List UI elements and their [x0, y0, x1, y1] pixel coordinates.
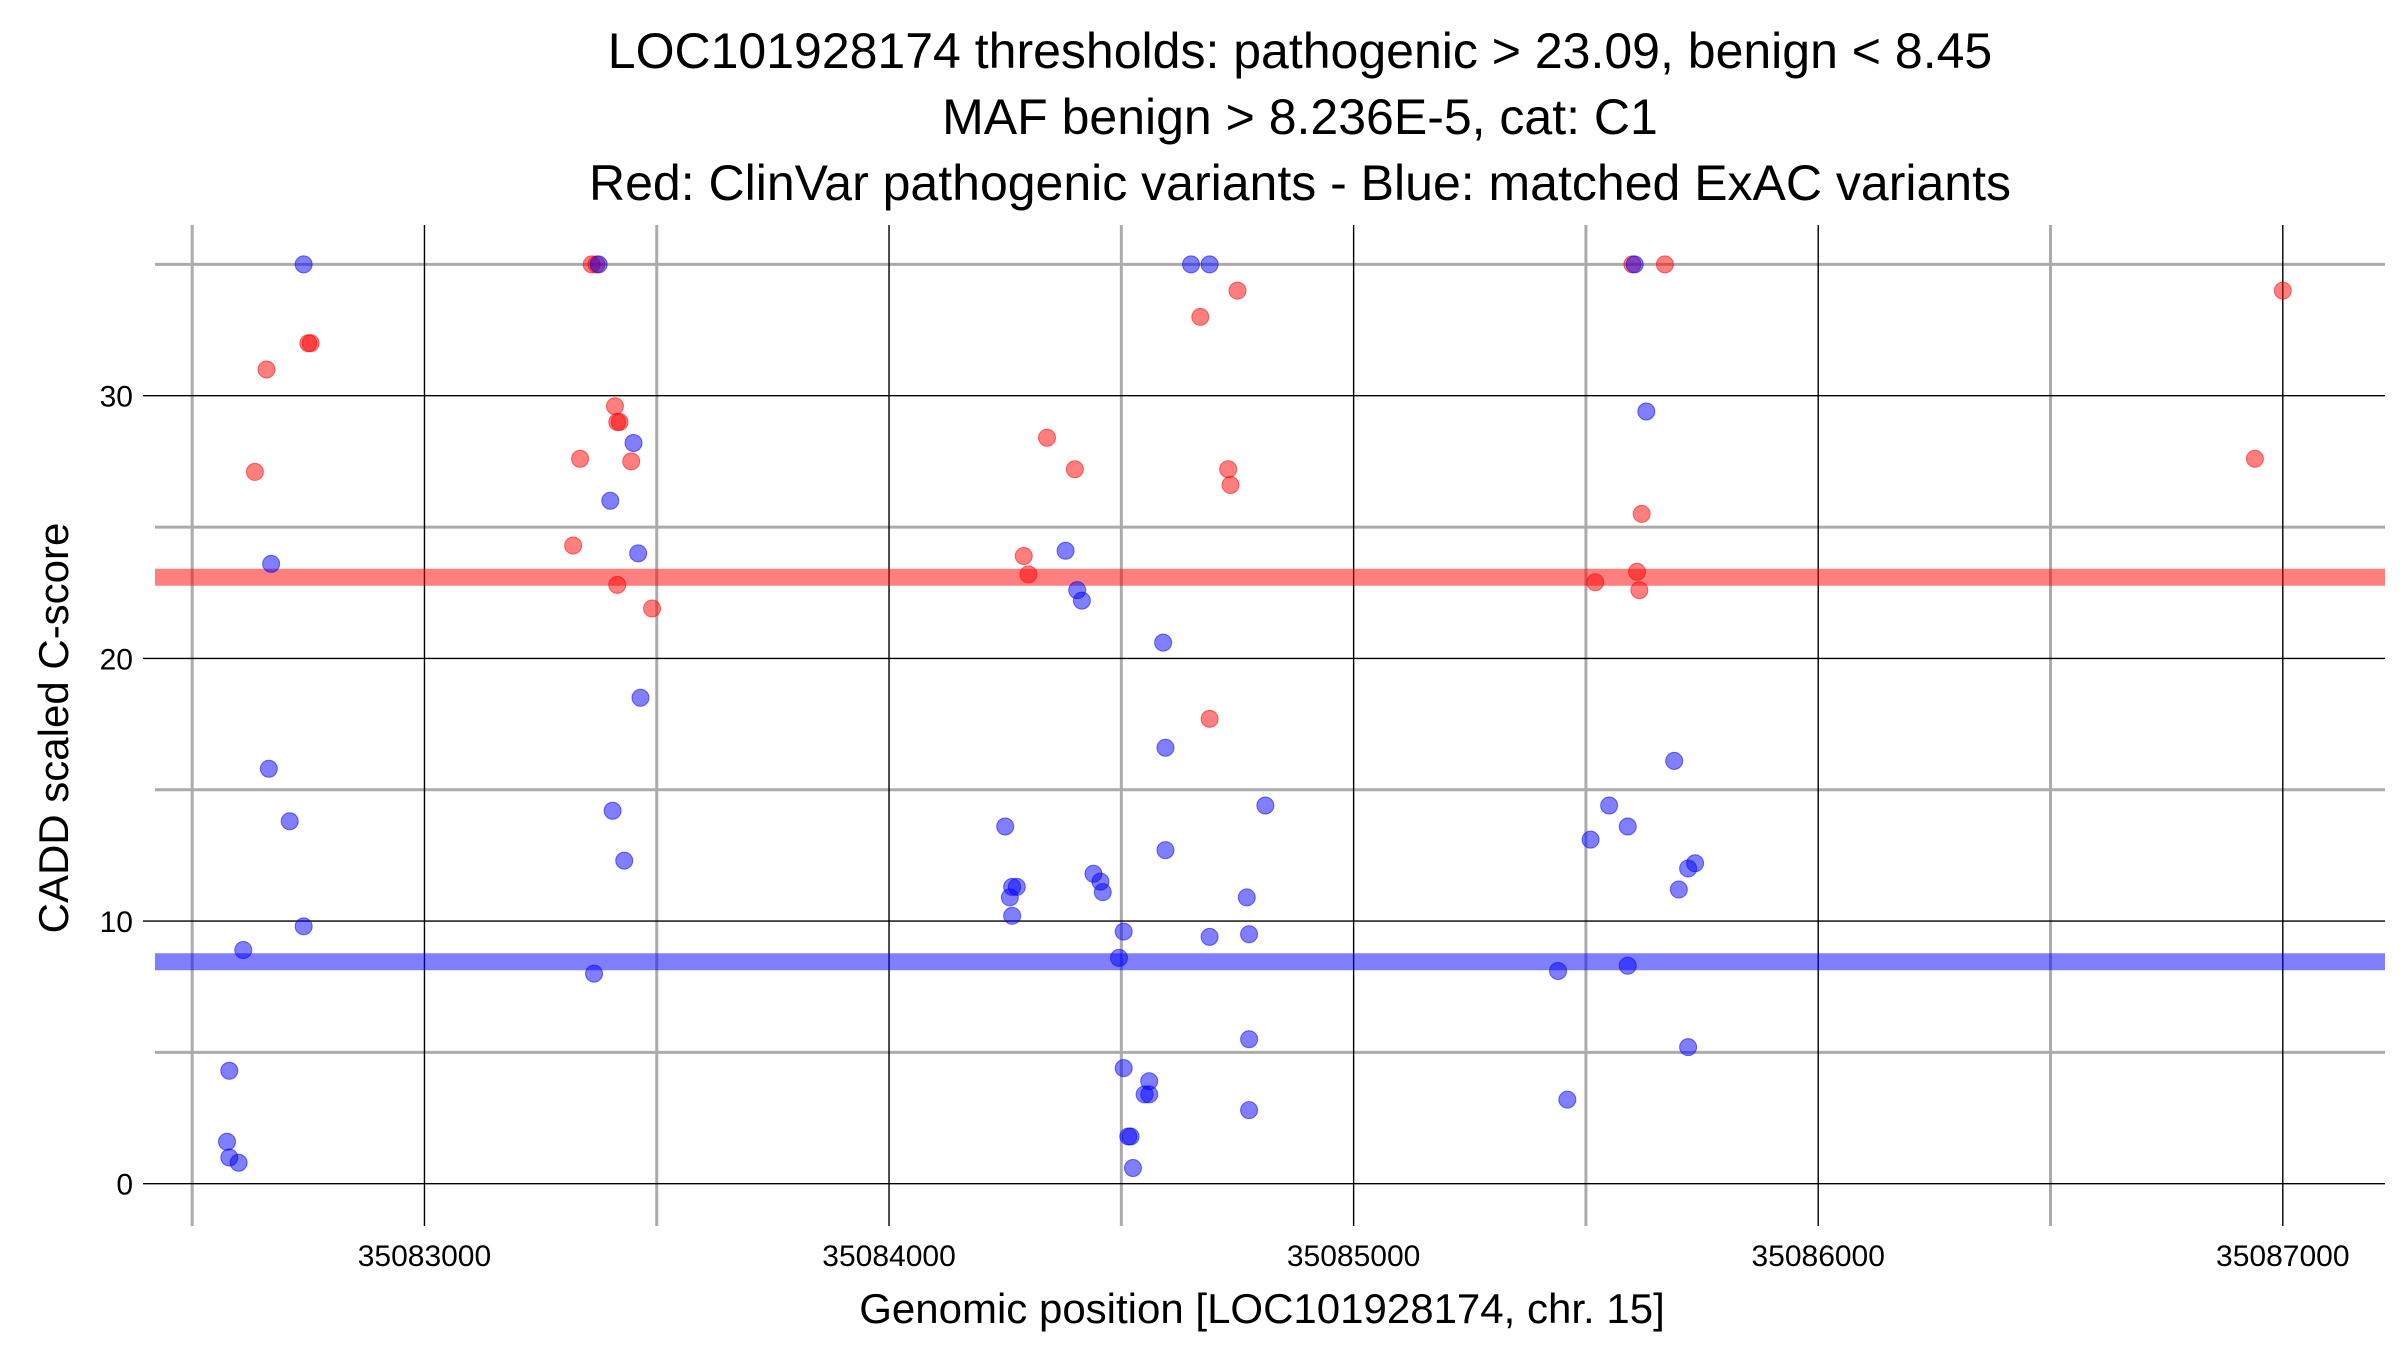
exac-point	[1123, 1158, 1142, 1177]
pathogenic-point	[564, 536, 583, 555]
pathogenic-point	[643, 599, 662, 618]
pathogenic-point	[622, 452, 641, 471]
pathogenic-point	[1038, 428, 1056, 447]
x-tick-label: 35083000	[358, 1240, 491, 1273]
exac-point	[1686, 854, 1705, 873]
exac-point	[218, 1132, 237, 1151]
exac-point	[1558, 1090, 1577, 1109]
pathogenic-point	[1200, 709, 1219, 728]
grid	[143, 225, 2385, 1226]
chart-title: LOC101928174 thresholds: pathogenic > 23…	[250, 18, 2350, 216]
exac-point	[603, 801, 622, 820]
exac-point	[589, 255, 608, 274]
exac-point	[1625, 255, 1644, 274]
pathogenic-point	[610, 413, 629, 431]
exac-point	[601, 491, 620, 510]
x-axis-title: Genomic position [LOC101928174, chr. 15]	[859, 1285, 1665, 1332]
exac-point	[262, 554, 281, 573]
y-tick-label: 30	[100, 381, 133, 414]
x-tick-label: 35084000	[822, 1240, 955, 1273]
pathogenic-point	[608, 575, 627, 594]
exac-point	[1003, 906, 1022, 925]
pathogenic-point	[1630, 581, 1649, 600]
exac-point	[585, 964, 604, 983]
x-tick-label: 35087000	[2216, 1240, 2349, 1273]
exac-point	[1240, 925, 1259, 944]
pathogenic-point	[1586, 573, 1605, 592]
exac-point	[294, 917, 313, 936]
pathogenic-point	[1655, 255, 1674, 274]
exac-point	[1665, 751, 1684, 770]
pathogenic-point	[1014, 546, 1033, 565]
pathogenic-point	[1191, 307, 1210, 326]
threshold-lines	[155, 568, 2385, 971]
exac-point	[1549, 961, 1568, 980]
pathogenic-point	[1632, 504, 1651, 523]
pathogenic-point	[605, 397, 624, 416]
pathogenic-point	[245, 462, 264, 481]
y-tick-label: 0	[116, 1169, 133, 1202]
exac-point	[280, 812, 299, 831]
exac-point	[234, 940, 253, 959]
exac-point	[294, 255, 313, 274]
data-points	[218, 255, 2292, 1177]
exac-point	[1114, 1059, 1133, 1078]
pathogenic-point	[2245, 449, 2264, 468]
exac-point	[1093, 883, 1112, 902]
exac-point	[629, 544, 648, 563]
pathogenic-point	[1065, 460, 1084, 479]
exac-point	[220, 1061, 239, 1080]
exac-point	[1114, 922, 1133, 941]
exac-point	[1182, 255, 1201, 274]
pathogenic-point	[1221, 476, 1240, 495]
exac-point	[1110, 948, 1129, 967]
exac-point	[1669, 880, 1688, 899]
y-axis-title: CADD scaled C-score	[30, 523, 77, 934]
pathogenic-point	[1228, 281, 1247, 300]
exac-point	[624, 434, 643, 453]
pathogenic-point	[257, 360, 276, 379]
pathogenic-point	[571, 449, 590, 468]
title-line-3: Red: ClinVar pathogenic variants - Blue:…	[589, 155, 2011, 211]
exac-point	[1679, 1038, 1698, 1057]
axes: 35083000 35084000 35085000 35086000 35087000…	[100, 381, 2350, 1273]
exac-point	[229, 1153, 248, 1172]
x-tick-label: 35085000	[1287, 1240, 1420, 1273]
exac-point	[1618, 817, 1637, 836]
exac-point	[996, 817, 1015, 836]
pathogenic-point	[1628, 562, 1647, 581]
exac-point	[1154, 633, 1173, 652]
exac-point	[1200, 927, 1219, 946]
exac-point	[1140, 1085, 1159, 1104]
exac-point	[1072, 591, 1091, 610]
exac-point	[1600, 796, 1619, 815]
title-line-2: MAF benign > 8.236E-5, cat: C1	[942, 89, 1658, 145]
exac-point	[1121, 1127, 1140, 1146]
exac-point	[1618, 956, 1637, 975]
pathogenic-point	[2273, 281, 2292, 300]
exac-point	[1240, 1101, 1259, 1120]
exac-point	[1581, 830, 1600, 849]
pathogenic-point	[1219, 460, 1238, 479]
x-tick-label: 35086000	[1751, 1240, 1884, 1273]
exac-point	[1156, 738, 1175, 757]
y-tick-label: 10	[100, 906, 133, 939]
pathogenic-point	[301, 334, 320, 353]
exac-point	[1637, 402, 1656, 421]
exac-point	[1000, 888, 1019, 907]
exac-point	[631, 688, 650, 707]
y-tick-label: 20	[100, 643, 133, 676]
pathogenic-point	[1019, 565, 1038, 584]
title-line-1: LOC101928174 thresholds: pathogenic > 23…	[607, 23, 1993, 79]
exac-point	[1156, 841, 1175, 860]
exac-point	[1237, 888, 1256, 907]
exac-point	[1256, 796, 1275, 815]
exac-point	[1200, 255, 1219, 274]
exac-point	[259, 759, 278, 778]
exac-point	[1240, 1030, 1259, 1049]
exac-point	[1056, 541, 1075, 560]
exac-point	[615, 851, 634, 870]
